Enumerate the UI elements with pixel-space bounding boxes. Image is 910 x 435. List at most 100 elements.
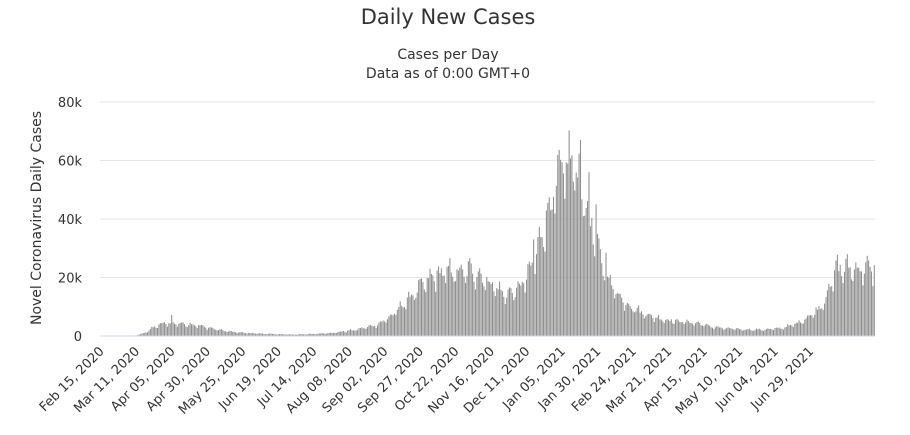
bar	[579, 140, 581, 336]
bar	[612, 289, 614, 336]
bar	[486, 276, 488, 336]
bar	[568, 130, 570, 336]
bar	[741, 330, 743, 336]
bar	[306, 334, 308, 336]
bar	[570, 158, 572, 336]
bar	[260, 333, 262, 336]
bar	[279, 334, 281, 336]
bar	[524, 292, 526, 336]
bar	[602, 276, 604, 336]
bar	[700, 325, 702, 336]
bar	[398, 307, 400, 336]
bar	[406, 297, 408, 336]
bar	[419, 278, 421, 336]
bar	[368, 325, 370, 336]
bar	[670, 319, 672, 336]
bar	[865, 262, 867, 336]
bar	[249, 333, 251, 336]
bar	[354, 330, 356, 336]
bar	[548, 197, 550, 336]
bar	[310, 333, 312, 336]
bar	[621, 297, 623, 336]
bar	[611, 285, 613, 336]
bar	[202, 325, 204, 336]
bar	[768, 328, 770, 336]
bar	[232, 331, 234, 336]
bar	[345, 332, 347, 336]
bar	[205, 327, 207, 336]
bar	[795, 322, 797, 336]
bar	[706, 323, 708, 336]
bar	[839, 264, 841, 336]
bar	[682, 322, 684, 336]
bar	[396, 309, 398, 336]
bar	[320, 333, 322, 336]
bar	[382, 320, 384, 336]
bar	[375, 327, 377, 336]
bar	[229, 330, 231, 336]
bar	[262, 333, 264, 336]
bar	[284, 334, 286, 336]
bar	[489, 281, 491, 336]
bar	[276, 334, 278, 336]
bar	[253, 333, 255, 336]
bar	[520, 285, 522, 336]
bar	[435, 291, 437, 336]
bar	[191, 324, 193, 336]
bar	[164, 322, 166, 336]
bar	[208, 327, 210, 336]
bar	[629, 306, 631, 336]
bar	[266, 334, 268, 336]
bar	[534, 274, 536, 336]
bar	[574, 190, 576, 336]
bar	[213, 329, 215, 336]
bar	[709, 325, 711, 336]
bar	[808, 315, 810, 336]
bar	[176, 326, 178, 336]
bar	[394, 313, 396, 336]
bar	[631, 308, 633, 336]
bar	[341, 331, 343, 336]
bar	[764, 329, 766, 336]
bar	[378, 322, 380, 336]
bar	[479, 268, 481, 336]
bar	[172, 322, 174, 336]
bar	[770, 328, 772, 336]
bar	[788, 325, 790, 336]
bar	[147, 332, 149, 336]
bar	[658, 314, 660, 336]
bar	[653, 322, 655, 336]
bar	[494, 296, 496, 336]
bar	[233, 331, 235, 336]
bar	[828, 283, 830, 336]
bar	[412, 295, 414, 336]
bar	[533, 239, 535, 336]
bar	[487, 281, 489, 336]
bar	[327, 333, 329, 336]
bar	[622, 302, 624, 336]
bar	[680, 322, 682, 336]
bar	[443, 275, 445, 336]
bar	[270, 333, 272, 336]
bar	[853, 269, 855, 336]
bar	[554, 213, 556, 336]
bar	[365, 328, 367, 336]
bar	[464, 283, 467, 336]
bar	[389, 314, 391, 336]
bar	[693, 325, 695, 336]
bar	[402, 307, 404, 336]
bar	[773, 330, 775, 336]
bar	[188, 325, 190, 336]
bar	[826, 290, 828, 336]
bar	[575, 172, 577, 336]
bar	[174, 323, 176, 336]
bar	[206, 329, 208, 336]
bar	[199, 325, 201, 336]
bar	[313, 333, 315, 336]
bar	[148, 330, 150, 336]
bar	[362, 328, 364, 336]
bar	[418, 280, 420, 336]
bar	[750, 330, 752, 336]
bar	[308, 333, 310, 336]
bar	[196, 328, 198, 336]
